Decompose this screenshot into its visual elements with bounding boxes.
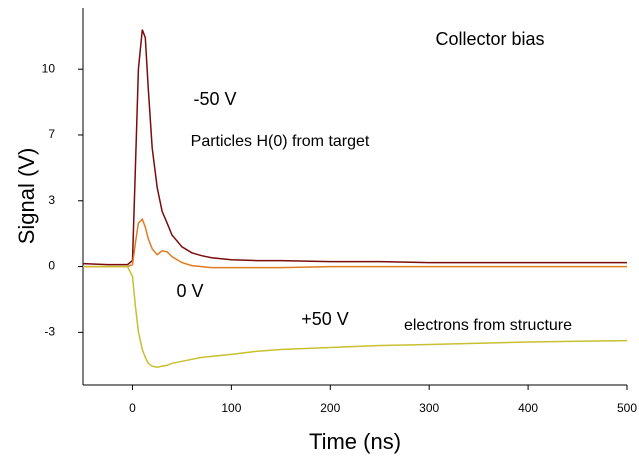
annotation: electrons from structure [404,317,572,334]
annotation: Collector bias [435,29,544,49]
x-tick-label: 200 [320,401,340,415]
annotation: Particles H(0) from target [191,133,370,150]
y-tick-label: 0 [48,259,55,273]
y-tick-label: 10 [42,61,56,75]
x-tick-label: 500 [617,401,637,415]
series-line [83,265,628,368]
annotation: -50 V [193,89,236,109]
y-tick-label: 7 [48,127,55,141]
x-tick-label: 0 [129,401,136,415]
x-axis-title: Time (ns) [309,429,401,454]
x-tick-label: 400 [518,401,538,415]
y-tick-label: -3 [44,325,55,339]
series-line [83,217,627,269]
y-axis-title: Signal (V) [14,148,39,245]
annotation: 0 V [176,281,203,301]
annotation: +50 V [301,309,349,329]
series-line [82,29,627,266]
x-tick-label: 100 [221,401,241,415]
y-tick-label: 3 [48,193,55,207]
x-tick-label: 300 [419,401,439,415]
